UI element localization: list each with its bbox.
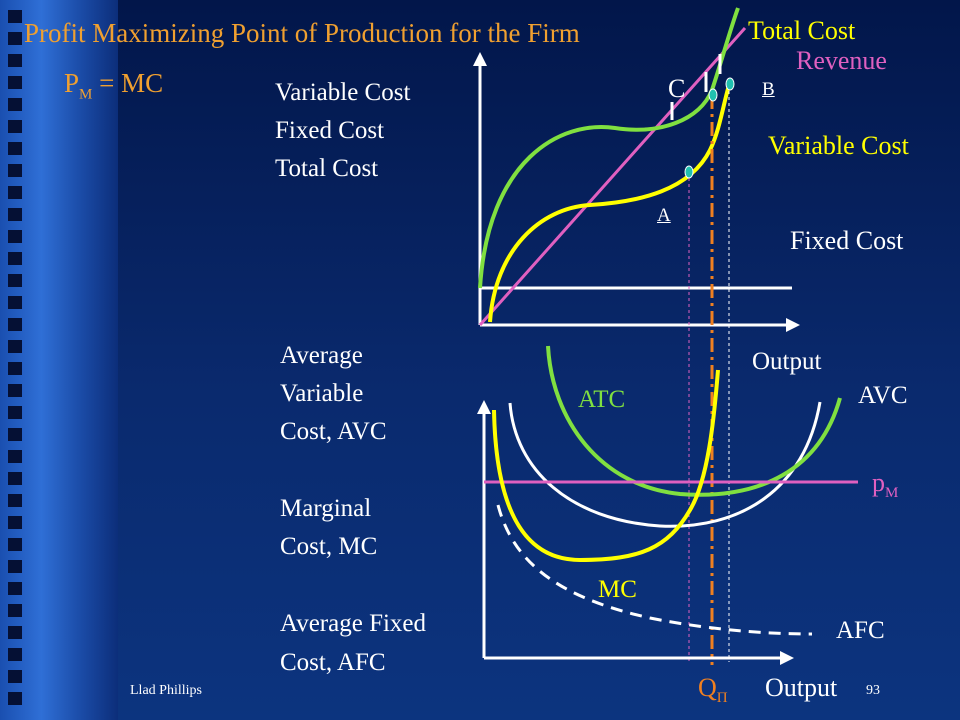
top-y-axis-arrow	[473, 52, 487, 66]
point-label-a: A	[657, 205, 671, 226]
label-afc: AFC	[836, 617, 885, 644]
bottom-axis-label-3: Marginal	[280, 495, 372, 522]
decorative-square	[8, 76, 22, 89]
decorative-square	[8, 648, 22, 661]
atc-curve	[546, 345, 842, 497]
footer-author: Llad Phillips	[130, 683, 202, 698]
decorative-square	[8, 252, 22, 265]
decorative-square	[8, 604, 22, 617]
decorative-square	[8, 120, 22, 133]
footer-page-number: 93	[866, 683, 880, 698]
decorative-square	[8, 186, 22, 199]
rule-rest: = MC	[92, 68, 164, 98]
decorative-square	[8, 626, 22, 639]
variable-cost-curve	[488, 81, 732, 323]
mc-curve	[492, 369, 720, 563]
decorative-square	[8, 692, 22, 705]
top-axis-label-total: Total Cost	[275, 155, 379, 182]
q-sub: Π	[716, 690, 728, 707]
top-axis-label-fixed: Fixed Cost	[275, 117, 385, 144]
page-title: Profit Maximizing Point of Production fo…	[24, 18, 580, 48]
decorative-square	[8, 230, 22, 243]
top-axis-label-variable: Variable Cost	[275, 79, 411, 106]
top-x-axis-arrow	[786, 318, 800, 332]
label-variable-cost: Variable Cost	[768, 131, 909, 160]
decorative-square	[8, 318, 22, 331]
decorative-square	[8, 428, 22, 441]
decorative-square	[8, 582, 22, 595]
decorative-square	[8, 164, 22, 177]
rule-pm-mc: PM = MC	[64, 70, 163, 102]
decorative-square	[8, 98, 22, 111]
decorative-square	[8, 274, 22, 287]
decorative-square	[8, 450, 22, 463]
decorative-square	[8, 472, 22, 485]
rule-p: P	[64, 68, 80, 98]
decorative-square	[8, 494, 22, 507]
bottom-axis-label-0: Average	[280, 342, 363, 369]
decorative-square	[8, 538, 22, 551]
decorative-square	[8, 32, 22, 45]
decorative-square	[8, 54, 22, 67]
label-revenue: Revenue	[796, 46, 887, 75]
decorative-square	[8, 384, 22, 397]
label-price: pM	[872, 470, 898, 501]
decorative-square	[8, 296, 22, 309]
bottom-axis-label-5: Average Fixed	[280, 610, 427, 637]
left-decorative-strip	[0, 0, 118, 720]
bottom-axis-label-1: Variable	[280, 380, 364, 407]
point-mid	[708, 88, 718, 102]
q-letter: Q	[698, 673, 717, 702]
bottom-axis-label-6: Cost, AFC	[280, 649, 386, 676]
total-cost-curve	[478, 7, 740, 289]
label-avc: AVC	[858, 382, 908, 409]
afc-curve	[496, 504, 813, 636]
rule-sub: M	[79, 86, 93, 103]
label-atc: ATC	[578, 386, 626, 413]
avc-curve	[508, 401, 822, 528]
decorative-square	[8, 10, 22, 23]
bottom-axis-label-4: Cost, MC	[280, 533, 378, 560]
decorative-square	[8, 670, 22, 683]
bottom-y-axis-arrow	[477, 400, 491, 414]
revenue-line	[478, 27, 747, 326]
point-b	[725, 77, 735, 91]
decorative-square	[8, 516, 22, 529]
decorative-square	[8, 142, 22, 155]
point-a	[684, 165, 694, 179]
point-label-b: B	[762, 79, 775, 100]
label-fixed-cost: Fixed Cost	[790, 226, 904, 255]
label-total-cost: Total Cost	[748, 16, 856, 45]
point-label-c: C	[668, 74, 686, 103]
top-x-label: Output	[752, 348, 822, 375]
bottom-axis-label-2: Cost, AVC	[280, 418, 387, 445]
decorative-square	[8, 208, 22, 221]
label-price-p: p	[872, 468, 885, 497]
label-price-sub: M	[885, 485, 899, 502]
decorative-square	[8, 362, 22, 375]
label-mc: MC	[598, 576, 637, 603]
bottom-x-axis-arrow	[780, 651, 794, 665]
decorative-square	[8, 406, 22, 419]
decorative-square	[8, 340, 22, 353]
square-column	[8, 10, 28, 710]
decorative-square	[8, 560, 22, 573]
q-profit-label: QΠ	[698, 675, 728, 706]
bottom-x-label: Output	[765, 673, 838, 702]
